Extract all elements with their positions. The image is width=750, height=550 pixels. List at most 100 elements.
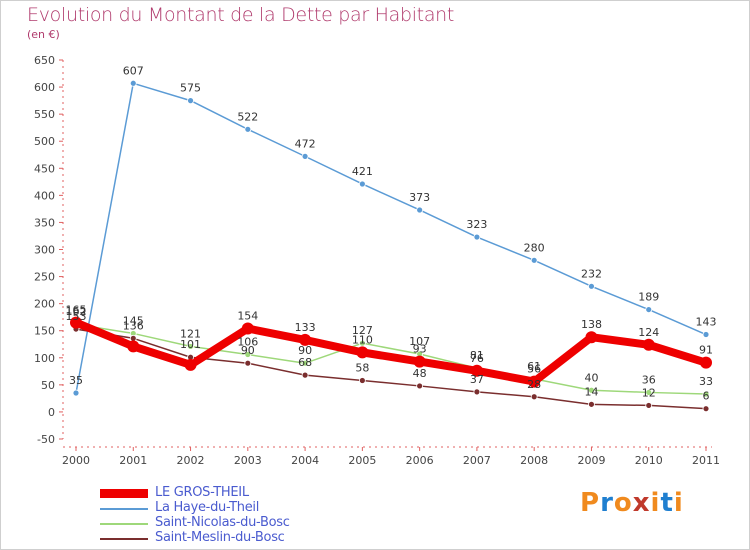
data-point xyxy=(301,359,309,367)
x-tick-label: 2000 xyxy=(62,454,90,467)
data-label: 76 xyxy=(470,352,484,365)
data-point xyxy=(241,322,254,335)
data-label: 143 xyxy=(696,316,717,329)
data-point xyxy=(187,343,194,350)
data-label: 154 xyxy=(237,310,258,323)
data-point xyxy=(588,400,595,408)
data-label: 36 xyxy=(642,373,656,386)
y-tick-label: 200 xyxy=(34,298,55,311)
data-label: 189 xyxy=(638,291,659,304)
y-tick-label: 350 xyxy=(34,216,55,229)
series-lines xyxy=(72,82,710,410)
data-point xyxy=(129,334,137,342)
x-tick-label: 2005 xyxy=(348,454,376,467)
data-point xyxy=(645,389,653,396)
data-point xyxy=(413,355,426,368)
data-label: 127 xyxy=(352,324,373,337)
data-label: 14 xyxy=(584,385,598,398)
data-label: 37 xyxy=(470,373,484,386)
data-label: 68 xyxy=(298,356,312,369)
y-tick-label: 400 xyxy=(34,189,55,202)
data-label: 607 xyxy=(123,64,144,77)
data-point xyxy=(530,256,538,264)
y-tick-label: 500 xyxy=(34,135,55,148)
data-point xyxy=(244,351,252,358)
data-point xyxy=(588,282,595,290)
legend-label: Saint-Nicolas-du-Bosc xyxy=(155,515,290,530)
data-label: 136 xyxy=(123,319,144,332)
data-label: 153 xyxy=(66,310,87,323)
data-label: 81 xyxy=(470,349,484,362)
y-tick-label: 0 xyxy=(48,406,55,419)
data-point xyxy=(358,377,366,384)
data-label: 421 xyxy=(352,165,373,178)
legend-swatch xyxy=(100,489,148,498)
data-point xyxy=(473,233,481,241)
legend-label: Saint-Meslin-du-Bosc xyxy=(155,530,285,545)
legend-label: La Haye-du-Theil xyxy=(155,500,260,515)
legend-item: Saint-Nicolas-du-Bosc xyxy=(100,515,360,531)
data-point xyxy=(416,206,424,214)
data-point xyxy=(184,358,197,371)
chart-subtitle: (en €) xyxy=(27,28,60,41)
data-point xyxy=(129,79,137,87)
data-point xyxy=(301,371,309,379)
data-label: 35 xyxy=(69,374,83,387)
data-label: 107 xyxy=(409,335,430,348)
data-label: 165 xyxy=(66,304,87,317)
data-point xyxy=(700,356,712,369)
data-label: 124 xyxy=(638,326,659,339)
x-tick-label: 2001 xyxy=(119,454,147,467)
data-point xyxy=(588,386,595,394)
data-label: 145 xyxy=(123,314,144,327)
x-tick-label: 2004 xyxy=(291,454,319,467)
data-point xyxy=(702,331,710,338)
y-tick-label: 600 xyxy=(34,81,55,94)
y-tick-label: 650 xyxy=(34,54,55,67)
data-label: 91 xyxy=(699,344,713,357)
data-label: 48 xyxy=(413,367,427,380)
data-point xyxy=(585,331,598,344)
data-labels: 165 154 133 110 93 76 56 138 124 91 35 607 575 522 472… xyxy=(66,64,717,402)
legend-item: Saint-Meslin-du-Bosc xyxy=(100,530,360,546)
data-point xyxy=(358,339,366,347)
data-point xyxy=(358,180,366,188)
x-tick-label: 2010 xyxy=(635,454,663,467)
series-line xyxy=(72,318,710,386)
data-label: 90 xyxy=(298,344,312,357)
series-line xyxy=(75,328,707,410)
legend-label: LE GROS-THEIL xyxy=(155,485,249,500)
data-label: 232 xyxy=(581,267,602,280)
x-tick-label: 2009 xyxy=(577,454,605,467)
x-tick-label: 2006 xyxy=(406,454,434,467)
data-point xyxy=(702,405,710,413)
series-line xyxy=(75,323,707,395)
data-point xyxy=(473,388,481,396)
data-point xyxy=(244,125,252,133)
data-point xyxy=(645,402,653,409)
y-tick-label: 250 xyxy=(34,271,55,284)
data-label: 138 xyxy=(581,318,602,331)
proxiti-logo: Proxiti xyxy=(580,488,684,518)
y-tick-label: 100 xyxy=(34,352,55,365)
data-point xyxy=(244,359,252,367)
y-tick-label: -50 xyxy=(37,433,55,446)
data-label: 575 xyxy=(180,82,201,95)
data-point xyxy=(299,333,312,346)
x-tick-label: 2003 xyxy=(234,454,262,467)
data-label: 522 xyxy=(237,110,258,123)
data-point xyxy=(187,97,194,105)
data-point xyxy=(530,393,538,401)
data-label: 58 xyxy=(355,362,369,375)
legend: LE GROS-THEIL La Haye-du-Theil Saint-Nic… xyxy=(100,485,360,546)
data-point xyxy=(301,152,309,160)
data-label: 106 xyxy=(237,336,258,349)
data-label: 90 xyxy=(241,344,255,357)
data-label: 373 xyxy=(409,191,430,204)
legend-swatch xyxy=(100,538,148,540)
data-label: 28 xyxy=(527,378,541,391)
data-label: 110 xyxy=(352,333,373,346)
data-point xyxy=(642,338,655,351)
